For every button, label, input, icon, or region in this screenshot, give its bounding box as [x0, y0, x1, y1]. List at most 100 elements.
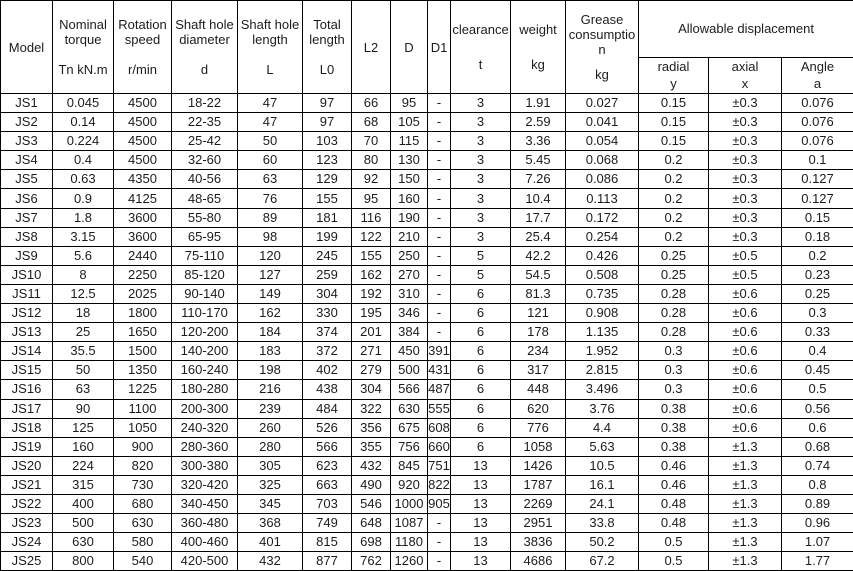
cell-axial_displacement: ±1.3	[708, 493, 782, 515]
cell-clearance: 3	[450, 112, 511, 133]
table-row: JS3 0.224 4500 25-42 50 103 70 115-3 3.36 0.054 0.…	[0, 131, 853, 152]
table-row: JS2 0.14 4500 22-35 47 97 68 105-3 2.59 0.041 0.15…	[0, 112, 853, 133]
cell-total_length: 815	[302, 532, 352, 553]
cell-clearance: 13	[450, 474, 511, 495]
cell-clearance: 13	[450, 551, 511, 571]
cell-rotation_speed: 2440	[113, 245, 172, 266]
cell-model: JS15	[0, 360, 53, 381]
table-row: JS6 0.9 4125 48-65 76 155 95 160-3 10.4 0.113 0.2 ±…	[0, 188, 853, 209]
cell-angle_displacement: 0.076	[780, 92, 853, 114]
cell-d: 1180	[390, 532, 428, 553]
cell-shaft_hole_diameter: 400-460	[171, 532, 238, 553]
cell-weight: 42.2	[510, 245, 566, 266]
cell-axial_displacement: ±0.3	[708, 226, 782, 247]
cell-shaft_hole_length: 47	[237, 92, 303, 114]
col-header-d: D	[390, 0, 428, 94]
cell-total_length: 402	[302, 360, 352, 381]
cell-l2: 122	[351, 226, 391, 247]
cell-rotation_speed: 580	[113, 532, 172, 553]
col-header-shaft-hole-diameter: Shaft hole diameter d	[171, 0, 238, 94]
cell-grease_consumption: 3.76	[565, 398, 639, 419]
cell-d1: -	[427, 513, 451, 534]
cell-axial_displacement: ±0.3	[708, 169, 782, 190]
col-header-angle: Angle a	[780, 56, 853, 95]
col-label-rotation-speed: Rotation speed	[118, 17, 167, 47]
cell-axial_displacement: ±0.6	[708, 379, 782, 400]
cell-rotation_speed: 1500	[113, 341, 172, 362]
cell-grease_consumption: 0.426	[565, 245, 639, 266]
cell-total_length: 566	[302, 436, 352, 457]
cell-l2: 70	[351, 131, 391, 152]
cell-d1: 391	[427, 341, 451, 362]
cell-nominal_torque: 0.63	[52, 169, 114, 190]
cell-d: 270	[390, 264, 428, 285]
cell-model: JS22	[0, 493, 53, 515]
cell-d: 384	[390, 322, 428, 343]
cell-rotation_speed: 900	[113, 436, 172, 457]
cell-clearance: 6	[450, 417, 511, 438]
table-row: JS20 224 820 300-380 305 623 432 845 751 13 1426 10…	[0, 455, 853, 476]
cell-weight: 1.91	[510, 92, 566, 114]
cell-angle_displacement: 0.127	[780, 169, 853, 190]
cell-shaft_hole_length: 120	[237, 245, 303, 266]
cell-model: JS6	[0, 188, 53, 209]
cell-grease_consumption: 1.952	[565, 341, 639, 362]
cell-shaft_hole_diameter: 120-200	[171, 322, 238, 343]
cell-radial_displacement: 0.3	[638, 341, 709, 362]
cell-total_length: 484	[302, 398, 352, 419]
cell-axial_displacement: ±0.3	[708, 92, 782, 114]
col-label-axial: axial	[731, 59, 759, 75]
cell-rotation_speed: 2025	[113, 283, 172, 305]
table-row: JS11 12.5 2025 90-140 149 304 192 310-6 81.3 0.73…	[0, 283, 853, 305]
cell-radial_displacement: 0.2	[638, 207, 709, 228]
cell-radial_displacement: 0.38	[638, 436, 709, 457]
cell-clearance: 6	[450, 379, 511, 400]
cell-rotation_speed: 730	[113, 474, 172, 495]
cell-shaft_hole_diameter: 32-60	[171, 150, 238, 171]
cell-l2: 80	[351, 150, 391, 171]
cell-model: JS2	[0, 112, 53, 133]
cell-shaft_hole_length: 401	[237, 532, 303, 553]
cell-l2: 155	[351, 245, 391, 266]
table-row: JS16 63 1225 180-280 216 438 304 566 487 6 448 3.49…	[0, 379, 853, 400]
cell-model: JS21	[0, 474, 53, 495]
cell-rotation_speed: 1650	[113, 322, 172, 343]
cell-radial_displacement: 0.2	[638, 169, 709, 190]
cell-weight: 4686	[510, 551, 566, 571]
col-label-grease-consumption: Grease consumption	[568, 12, 636, 57]
cell-grease_consumption: 10.5	[565, 455, 639, 476]
cell-shaft_hole_length: 162	[237, 303, 303, 324]
cell-shaft_hole_length: 76	[237, 188, 303, 209]
cell-total_length: 129	[302, 169, 352, 190]
col-header-axial: axial x	[708, 56, 782, 95]
cell-model: JS9	[0, 245, 53, 266]
cell-grease_consumption: 0.254	[565, 226, 639, 247]
cell-angle_displacement: 0.5	[780, 379, 853, 400]
cell-model: JS17	[0, 398, 53, 419]
cell-angle_displacement: 0.89	[780, 493, 853, 515]
cell-weight: 121	[510, 303, 566, 324]
cell-axial_displacement: ±0.3	[708, 131, 782, 152]
col-label-weight: weight	[519, 22, 557, 37]
cell-model: JS19	[0, 436, 53, 457]
cell-total_length: 97	[302, 112, 352, 133]
cell-weight: 7.26	[510, 169, 566, 190]
cell-axial_displacement: ±1.3	[708, 436, 782, 457]
cell-rotation_speed: 3600	[113, 207, 172, 228]
cell-angle_displacement: 0.076	[780, 112, 853, 133]
cell-shaft_hole_length: 325	[237, 474, 303, 495]
cell-d: 675	[390, 417, 428, 438]
cell-l2: 201	[351, 322, 391, 343]
cell-clearance: 3	[450, 150, 511, 171]
cell-radial_displacement: 0.3	[638, 360, 709, 381]
cell-clearance: 3	[450, 92, 511, 114]
cell-l2: 92	[351, 169, 391, 190]
cell-d1: -	[427, 226, 451, 247]
cell-total_length: 749	[302, 513, 352, 534]
cell-nominal_torque: 50	[52, 360, 114, 381]
cell-angle_displacement: 0.15	[780, 207, 853, 228]
cell-model: JS4	[0, 150, 53, 171]
cell-total_length: 199	[302, 226, 352, 247]
cell-d: 130	[390, 150, 428, 171]
cell-axial_displacement: ±0.5	[708, 264, 782, 285]
